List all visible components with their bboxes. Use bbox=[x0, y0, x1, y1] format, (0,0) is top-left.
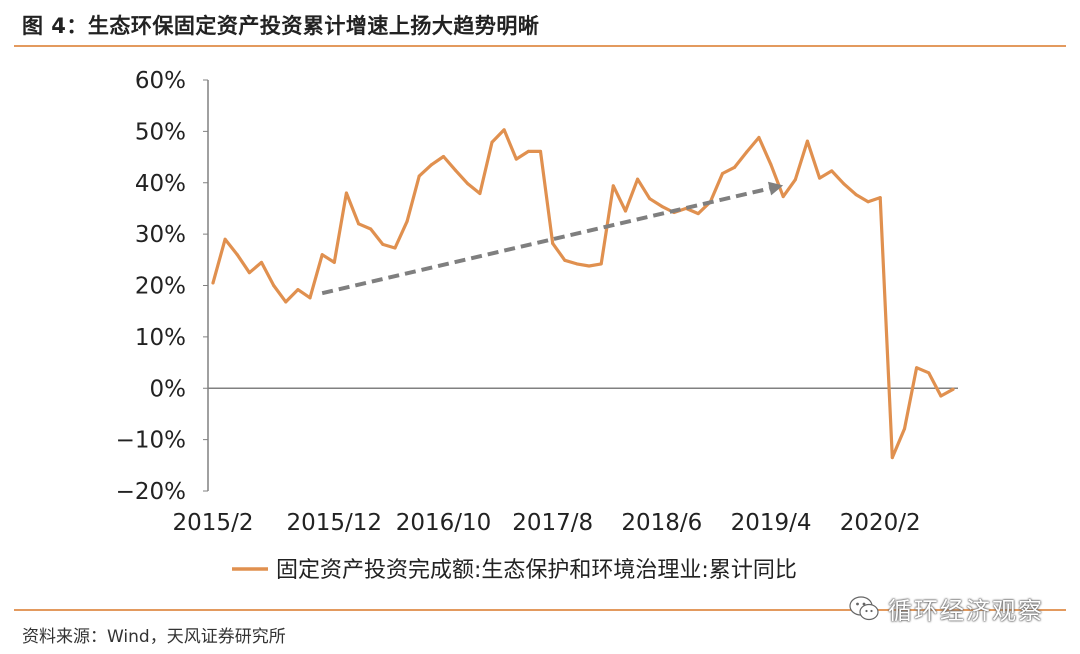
data-point bbox=[915, 366, 919, 370]
data-point bbox=[381, 242, 385, 246]
data-point bbox=[660, 204, 664, 208]
data-point bbox=[478, 192, 482, 196]
x-tick-label: 2017/8 bbox=[512, 510, 593, 536]
data-point bbox=[357, 222, 361, 226]
data-point bbox=[296, 288, 300, 292]
series-layer bbox=[211, 128, 955, 460]
data-point bbox=[441, 155, 445, 159]
data-point bbox=[648, 197, 652, 201]
y-tick-label: 60% bbox=[135, 68, 186, 94]
y-tick-label: 40% bbox=[135, 171, 186, 197]
data-point bbox=[951, 387, 955, 391]
y-tick-label: 50% bbox=[135, 119, 186, 145]
wechat-icon bbox=[849, 595, 879, 620]
data-point bbox=[466, 182, 470, 186]
data-point bbox=[769, 163, 773, 167]
x-tick-label: 2020/2 bbox=[840, 510, 921, 536]
data-point bbox=[502, 128, 506, 132]
data-point bbox=[211, 281, 215, 285]
data-point bbox=[805, 139, 809, 143]
data-point bbox=[721, 172, 725, 176]
data-point bbox=[417, 174, 421, 178]
data-point bbox=[818, 176, 822, 180]
data-point bbox=[733, 165, 737, 169]
data-point bbox=[369, 227, 373, 231]
bottom-divider bbox=[14, 609, 1066, 611]
y-tick-label: 0% bbox=[150, 376, 187, 402]
data-point bbox=[235, 253, 239, 257]
watermark: 循环经济观察 bbox=[848, 591, 1044, 626]
data-point bbox=[539, 149, 543, 153]
legend: 固定资产投资完成额:生态保护和环境治理业:累计同比 bbox=[232, 558, 797, 583]
trend-arrow bbox=[321, 181, 784, 296]
data-point bbox=[854, 193, 858, 197]
data-point bbox=[332, 260, 336, 264]
data-point bbox=[939, 394, 943, 398]
data-point bbox=[623, 209, 627, 213]
line-chart: 60%50%40%30%20%10%0%−10%−20% 2015/2 2015/… bbox=[116, 68, 958, 583]
x-tick-label: 2018/6 bbox=[621, 510, 702, 536]
data-point bbox=[927, 371, 931, 375]
source-note: 资料来源：Wind，天风证券研究所 bbox=[22, 627, 286, 647]
data-point bbox=[890, 456, 894, 460]
x-tick-label: 2016/10 bbox=[396, 510, 492, 536]
data-point bbox=[526, 149, 530, 153]
y-tick-label: 20% bbox=[135, 274, 186, 300]
watermark-text: 循环经济观察 bbox=[888, 597, 1044, 625]
data-point bbox=[599, 262, 603, 266]
x-axis: 2015/2 2015/12 2016/10 2017/8 2018/6 2019/4 20… bbox=[173, 387, 958, 536]
data-point bbox=[793, 178, 797, 182]
data-point bbox=[308, 296, 312, 300]
data-point bbox=[587, 264, 591, 268]
data-point bbox=[878, 196, 882, 200]
trend-arrow-shaft bbox=[321, 186, 770, 296]
figure-title: 图 4：生态环保固定资产投资累计增速上扬大趋势明晰 bbox=[22, 14, 540, 38]
data-point bbox=[320, 253, 324, 257]
data-point bbox=[902, 427, 906, 431]
data-point bbox=[563, 258, 567, 262]
legend-label: 固定资产投资完成额:生态保护和环境治理业:累计同比 bbox=[276, 558, 797, 583]
data-point bbox=[344, 191, 348, 195]
data-point bbox=[611, 184, 615, 188]
data-point bbox=[575, 262, 579, 266]
top-divider bbox=[14, 45, 1066, 47]
x-tick-label: 2015/2 bbox=[173, 510, 254, 536]
y-tick-label: 10% bbox=[135, 325, 186, 351]
data-point bbox=[745, 150, 749, 154]
data-point bbox=[284, 300, 288, 304]
data-point bbox=[223, 237, 227, 241]
data-point bbox=[454, 168, 458, 172]
y-tick-label: −20% bbox=[116, 479, 186, 505]
data-point bbox=[272, 284, 276, 287]
data-point bbox=[636, 177, 640, 181]
data-point bbox=[842, 182, 846, 186]
data-point bbox=[514, 157, 518, 161]
data-point bbox=[830, 169, 834, 173]
y-tick-label: 30% bbox=[135, 222, 186, 248]
data-point bbox=[866, 200, 870, 204]
series-line bbox=[211, 128, 955, 460]
data-point bbox=[429, 163, 433, 167]
data-point bbox=[696, 212, 700, 216]
y-axis: 60% 50% 40% 30% 20% 10% 0% −10% −20% bbox=[116, 68, 209, 505]
data-point bbox=[490, 140, 494, 144]
data-point bbox=[781, 195, 785, 199]
data-point bbox=[757, 136, 761, 140]
data-point bbox=[393, 246, 397, 250]
y-tick-label: −10% bbox=[116, 428, 186, 454]
data-point bbox=[405, 219, 409, 223]
data-point bbox=[247, 271, 251, 275]
trend-arrow-head bbox=[767, 181, 784, 196]
x-tick-label: 2019/4 bbox=[731, 510, 812, 536]
x-tick-label: 2015/12 bbox=[287, 510, 383, 536]
data-point bbox=[551, 241, 555, 245]
data-point bbox=[260, 260, 264, 264]
